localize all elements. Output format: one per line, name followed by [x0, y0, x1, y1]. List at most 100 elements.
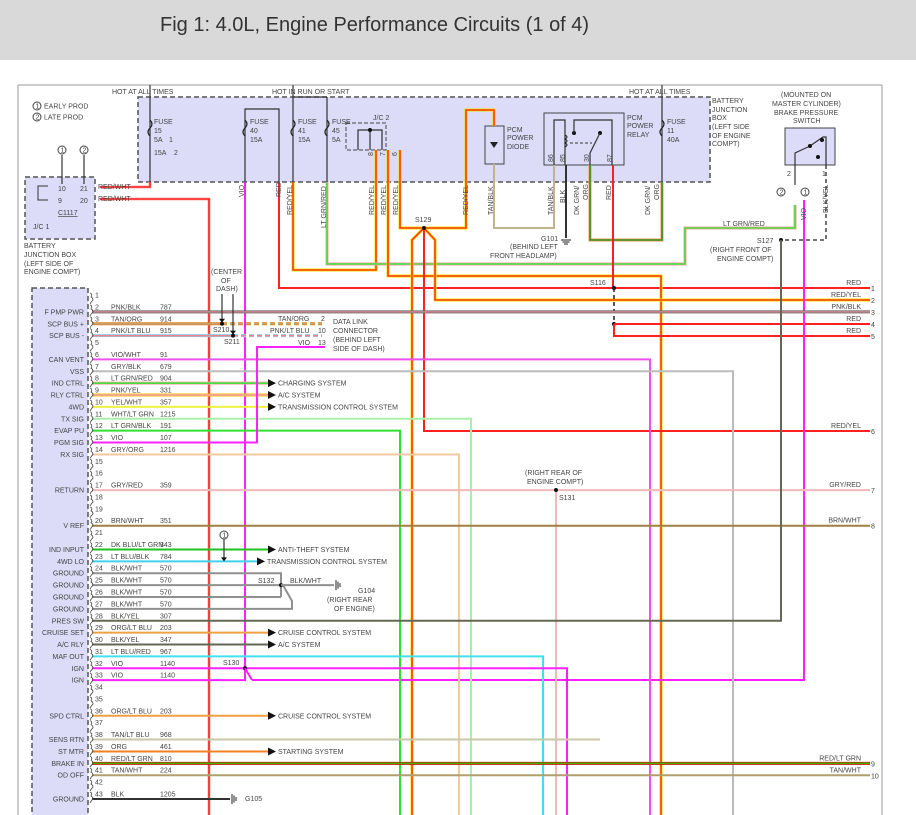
- wire: [423, 228, 870, 432]
- pin-terminal-icon: [89, 601, 94, 614]
- destination-label: A/C SYSTEM: [278, 393, 321, 400]
- wire-color-code: PNK/BLK: [111, 304, 141, 311]
- svg-text:2: 2: [780, 190, 784, 197]
- circuit-number: 570: [160, 566, 172, 573]
- pin-number: 2: [95, 304, 99, 311]
- pin-number: 25: [95, 578, 103, 585]
- pin-number: 16: [95, 471, 103, 478]
- right-connector-pin: 7: [871, 488, 875, 495]
- svg-text:FUSE: FUSE: [154, 119, 173, 126]
- svg-text:RED: RED: [276, 182, 283, 197]
- svg-text:PCM: PCM: [507, 127, 523, 134]
- pin-terminal-icon: [89, 292, 94, 305]
- svg-text:VIO: VIO: [801, 207, 808, 220]
- svg-text:COMPT): COMPT): [712, 141, 740, 148]
- pin-number: 36: [95, 708, 103, 715]
- wire: [92, 572, 282, 597]
- wire: [92, 358, 651, 815]
- pcm-function-label: SENS RTN: [49, 737, 84, 744]
- circuit-number: 570: [160, 601, 172, 608]
- pcm-function-label: F PMP PWR: [44, 309, 84, 316]
- svg-text:RED/YEL: RED/YEL: [287, 185, 294, 215]
- figure-header: Fig 1: 4.0L, Engine Performance Circuits…: [0, 0, 916, 60]
- destination-label: CRUISE CONTROL SYSTEM: [278, 630, 371, 637]
- wire-color-code: WHT/LT GRN: [111, 411, 154, 418]
- splice-s210: [220, 321, 224, 326]
- svg-text:(RIGHT REAR: (RIGHT REAR: [327, 597, 372, 604]
- pin-number: 26: [95, 590, 103, 597]
- svg-text:2: 2: [174, 150, 178, 157]
- svg-text:RED/WHT: RED/WHT: [98, 184, 131, 191]
- pin-terminal-icon: [89, 340, 94, 352]
- wire-color-code: ORG/LT BLU: [111, 708, 152, 715]
- svg-text:S131: S131: [559, 495, 575, 502]
- svg-text:20: 20: [80, 198, 88, 205]
- svg-text:S132: S132: [258, 578, 274, 585]
- pin-terminal-icon: [89, 363, 94, 376]
- hot-at-all-times-label: HOT AT ALL TIMES: [112, 89, 174, 96]
- svg-text:1: 1: [804, 190, 808, 197]
- wire: [100, 197, 211, 815]
- wire: [410, 226, 426, 815]
- pin-terminal-icon: [89, 304, 94, 317]
- wire: [92, 668, 246, 682]
- pin-terminal-icon: [89, 458, 94, 471]
- arrow-icon: [268, 545, 276, 554]
- pin-number: 30: [95, 637, 103, 644]
- svg-text:S129: S129: [415, 217, 431, 224]
- pin-terminal-icon: [89, 755, 94, 768]
- svg-text:BLK/WHT: BLK/WHT: [290, 578, 322, 585]
- svg-text:45: 45: [332, 128, 340, 135]
- splice-s129: [422, 226, 426, 230]
- svg-text:CONNECTOR: CONNECTOR: [333, 328, 378, 335]
- wire: [92, 417, 472, 815]
- hot-in-run-label: HOT IN RUN OR START: [272, 89, 350, 96]
- pcm-function-label: ST MTR: [58, 749, 84, 756]
- pcm-function-label: RLY CTRL: [51, 393, 84, 400]
- pin-terminal-icon: [89, 506, 94, 519]
- svg-text:87: 87: [607, 154, 614, 162]
- svg-text:S116: S116: [590, 280, 606, 287]
- arrow-icon: [268, 711, 276, 720]
- pin-terminal-icon: [89, 518, 94, 530]
- wire-color-code: LT GRN/BLK: [111, 423, 152, 430]
- svg-text:PNK/LT BLU: PNK/LT BLU: [270, 328, 309, 335]
- fuse-icon: [147, 119, 153, 137]
- arrow-icon: [268, 402, 276, 411]
- circuit-number: 1216: [160, 447, 176, 454]
- jc2-label: J/C 2: [373, 115, 389, 122]
- wire: [325, 182, 797, 266]
- pin-number: 38: [95, 732, 103, 739]
- note-1-icon: [57, 145, 67, 155]
- arrow-icon: [268, 379, 276, 388]
- svg-text:VIO: VIO: [239, 184, 246, 197]
- pcm-function-label: A/C RLY: [57, 642, 84, 649]
- pin-terminal-icon: [89, 708, 94, 720]
- wire: [422, 226, 870, 302]
- pin-number: 19: [95, 506, 103, 513]
- pin-terminal-icon: [89, 589, 94, 602]
- pin-number: 9: [95, 388, 99, 395]
- top-wire-labels: VIO RED RED/YEL LT GRN/RED RED/YEL RED/Y…: [239, 182, 661, 228]
- circuit-number: 203: [160, 708, 172, 715]
- circuit-number: 570: [160, 578, 172, 585]
- pin-number: 6: [95, 352, 99, 359]
- pin-number: 8: [95, 376, 99, 383]
- pin-number: 23: [95, 554, 103, 561]
- arrow-icon: [257, 557, 265, 566]
- pin-number: 41: [95, 768, 103, 775]
- wire: [424, 108, 496, 230]
- wire-color-code: ORG/LT BLU: [111, 625, 152, 632]
- jc1-labels: 10 21 9 20 C1117 J/C 1 RED/WHT RED/WHT BATT…: [24, 184, 131, 276]
- note-2-icon: [79, 145, 89, 155]
- pin-terminal-icon: [89, 447, 94, 459]
- pin-number: 37: [95, 720, 103, 727]
- pin-terminal-icon: [89, 684, 94, 697]
- destination-label: CRUISE CONTROL SYSTEM: [278, 713, 371, 720]
- right-connector-wire-label: RED/LT GRN: [819, 755, 861, 762]
- arrow-icon: [219, 318, 225, 323]
- pin-number: 18: [95, 494, 103, 501]
- pin-terminal-icon: [89, 744, 94, 756]
- wire-color-code: GRY/RED: [111, 483, 143, 490]
